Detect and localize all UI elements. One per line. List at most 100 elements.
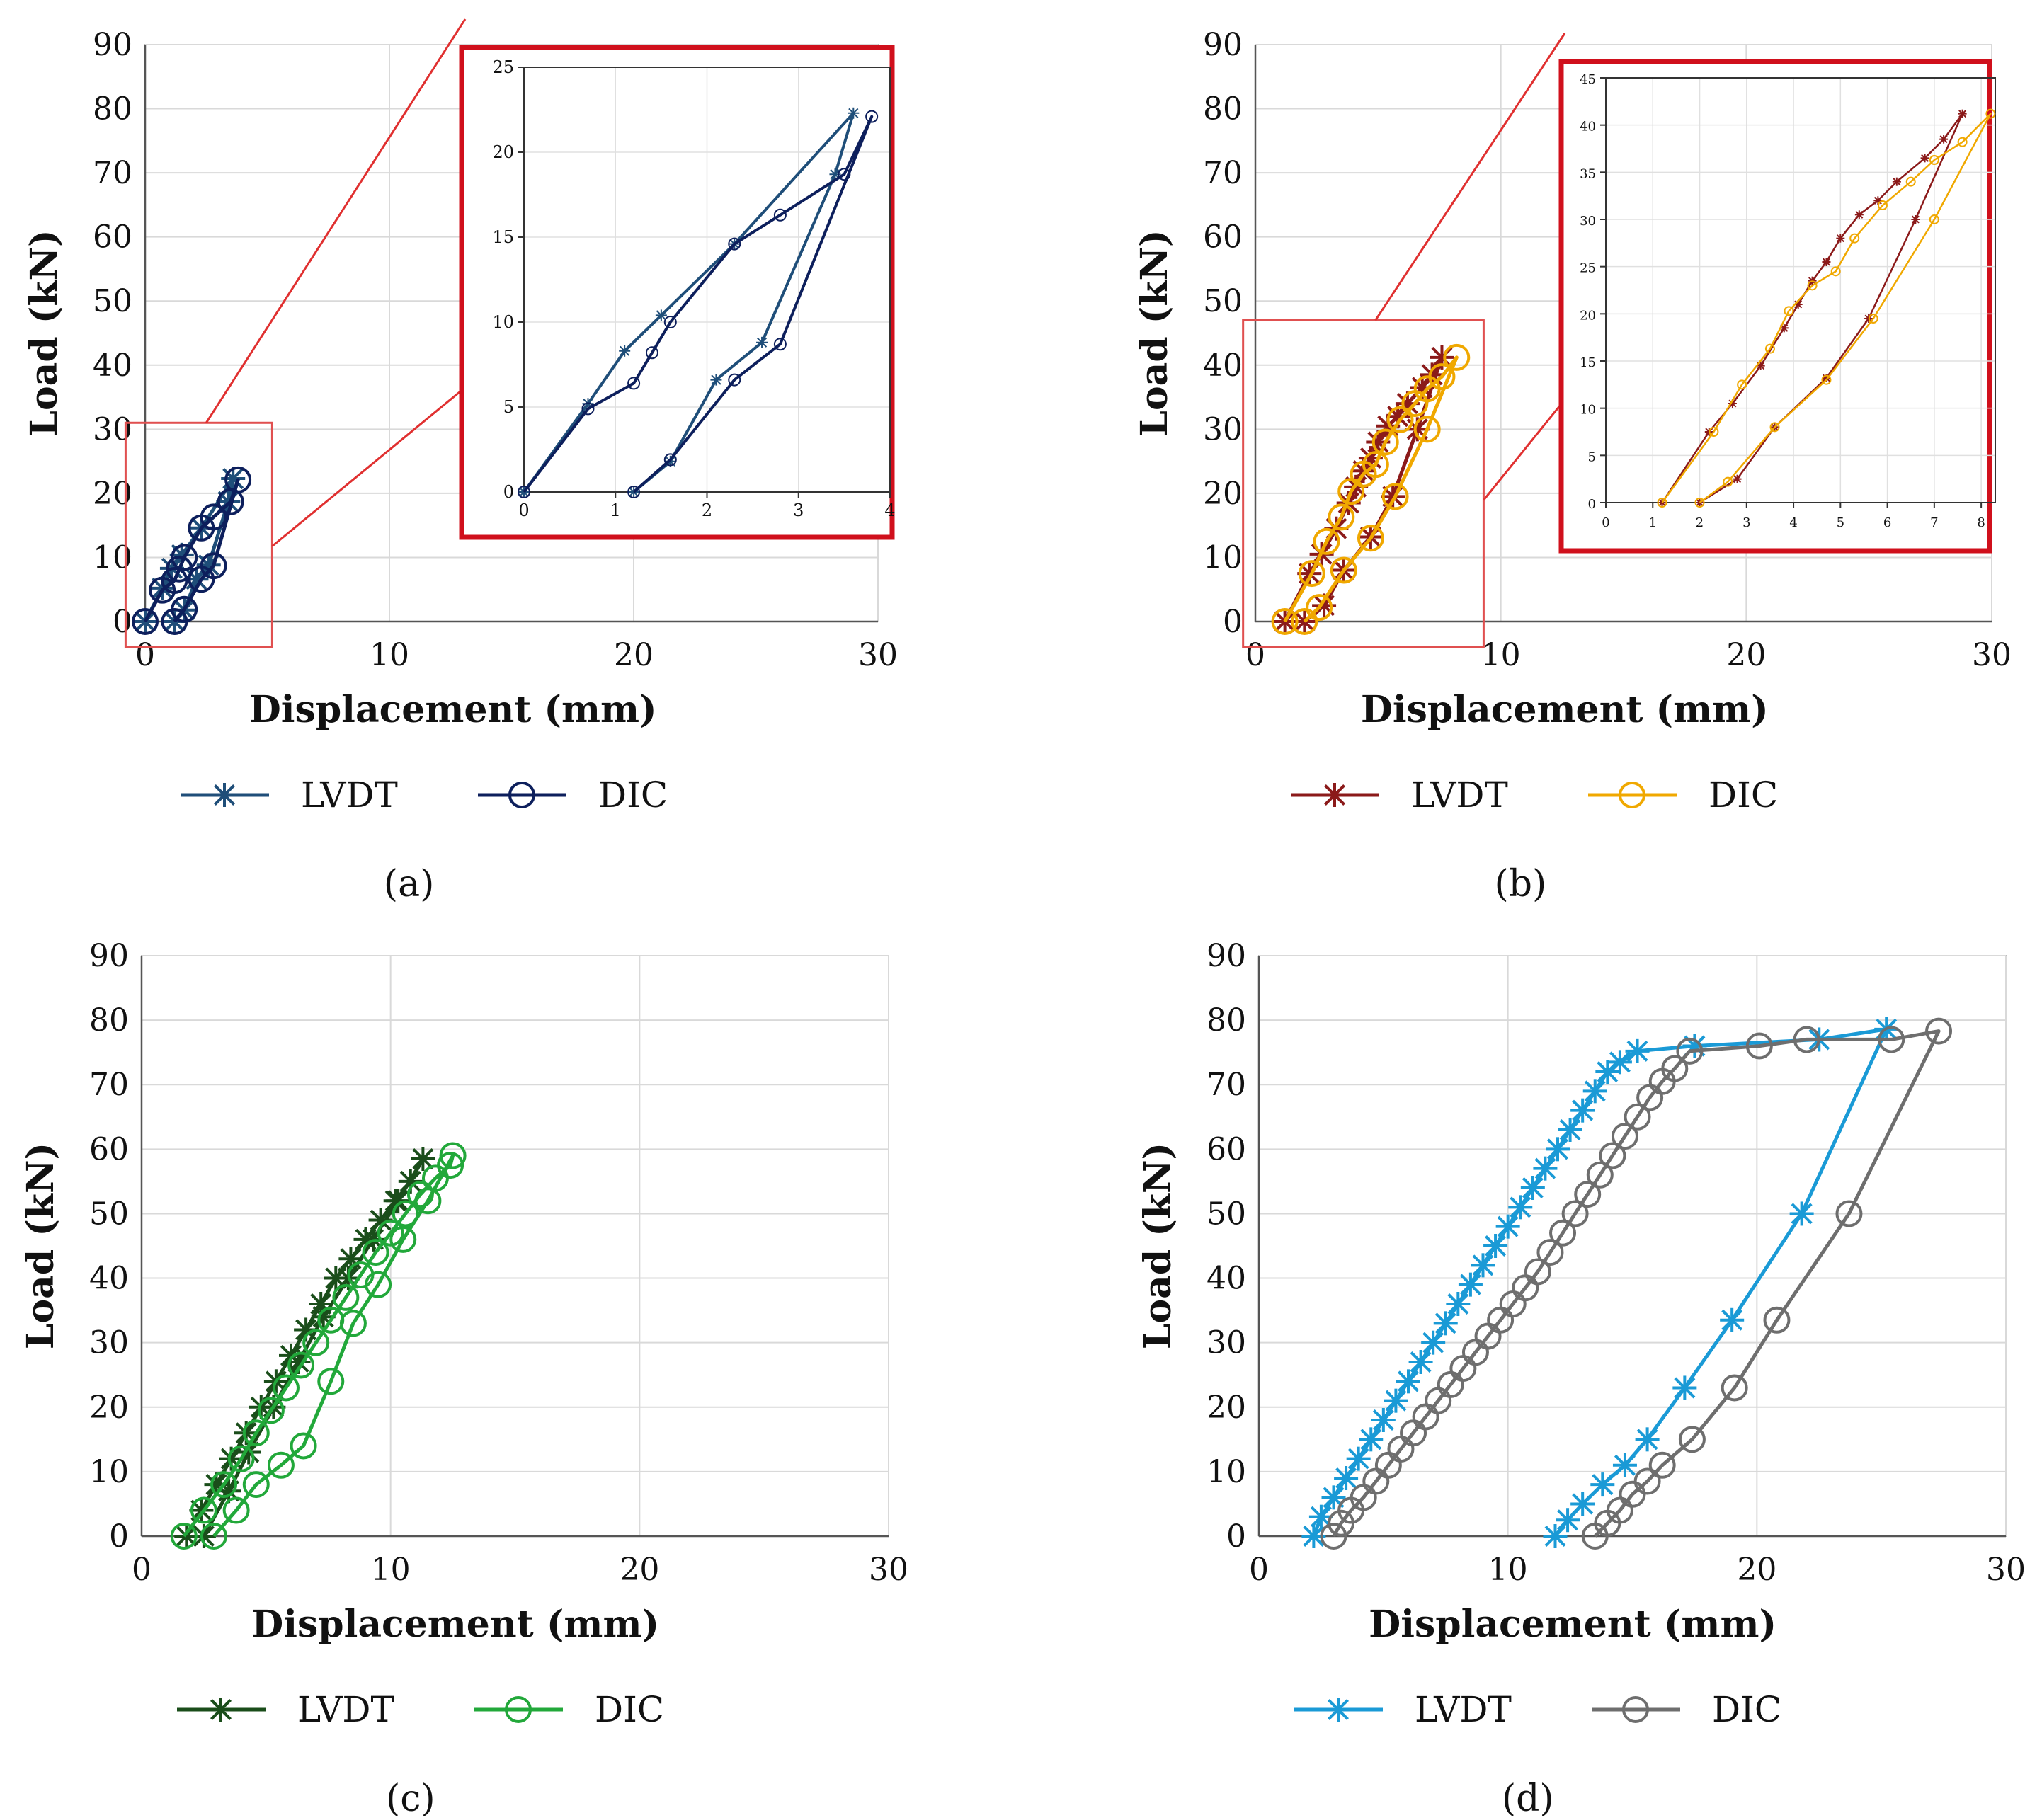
data-point-lvdt: [1582, 1079, 1607, 1104]
data-point-dic: [437, 1152, 464, 1179]
y-tick-label: 0: [109, 1518, 129, 1555]
x-axis-title: Displacement (mm): [249, 688, 657, 731]
y-tick-label: 30: [1207, 1325, 1246, 1361]
data-point-lvdt: [1635, 1427, 1660, 1452]
legend-marker: [505, 1696, 532, 1723]
data-point-dic: [773, 208, 787, 222]
data-point-dic: [161, 567, 188, 595]
inset-plot-area: [523, 67, 891, 493]
inset-y-tick-label: 0: [503, 482, 514, 502]
legend-label: DIC: [1712, 1689, 1781, 1730]
data-point-dic: [166, 555, 193, 583]
chart-d: 0 10 20 30 40 50 60 70 80 90 0 10 20 30 Displacement (…: [1136, 938, 2026, 1820]
data-point-dic: [1328, 503, 1355, 531]
inset-y-tick-label: 40: [1580, 120, 1596, 135]
data-point-dic: [581, 402, 595, 416]
y-axis-title: Load (kN): [1133, 229, 1176, 436]
data-point-lvdt: [1408, 1350, 1433, 1374]
y-tick-label: 80: [1203, 91, 1243, 127]
inset-x-tick-label: 6: [1883, 515, 1891, 530]
data-point-dic: [518, 486, 530, 498]
data-point-dic: [627, 377, 641, 390]
legend-label: DIC: [598, 774, 668, 815]
data-point-dic: [332, 1283, 360, 1311]
inset-y-tick-label: 30: [1580, 214, 1596, 229]
inset-y-tick-label: 5: [503, 397, 514, 417]
data-point-dic: [290, 1432, 317, 1460]
legend-marker: [1323, 783, 1347, 807]
data-point-dic: [210, 1471, 238, 1499]
x-tick-label: 0: [1249, 1552, 1269, 1588]
data-point-lvdt: [1359, 1427, 1384, 1452]
data-point-dic: [1536, 1239, 1564, 1266]
legend-label: LVDT: [297, 1689, 394, 1730]
inset-y-tick-label: 25: [1580, 261, 1596, 276]
data-point-lvdt: [1558, 1118, 1582, 1142]
data-point-lvdt: [1958, 109, 1967, 118]
data-point-dic: [1581, 1523, 1609, 1550]
data-point-dic: [222, 1496, 250, 1524]
data-point-lvdt: [1371, 1408, 1396, 1432]
legend-marker: [1326, 1698, 1350, 1722]
y-tick-label: 90: [93, 27, 132, 63]
data-point-dic: [1624, 1103, 1651, 1131]
data-point-dic: [728, 373, 741, 387]
inset-y-tick-label: 15: [492, 227, 514, 247]
y-tick-label: 10: [89, 1454, 129, 1490]
data-point-dic: [1821, 374, 1832, 385]
data-point-lvdt: [1508, 1195, 1533, 1220]
inset-x-tick-label: 3: [793, 500, 804, 520]
legend-item-dic: DIC: [1588, 774, 1778, 815]
y-tick-label: 40: [1207, 1261, 1246, 1297]
data-point-dic: [1298, 560, 1325, 588]
y-tick-label: 70: [1207, 1067, 1246, 1103]
data-point-dic: [1721, 1374, 1748, 1402]
y-axis-title: Load (kN): [23, 229, 66, 436]
x-tick-label: 30: [869, 1552, 908, 1588]
y-tick-label: 60: [93, 219, 132, 256]
data-point-lvdt: [1873, 196, 1883, 205]
y-tick-label: 30: [89, 1325, 129, 1361]
inset-y-tick-label: 20: [1580, 308, 1596, 323]
x-tick-label: 10: [370, 637, 409, 673]
data-point-dic: [257, 1397, 285, 1424]
legend-label: LVDT: [1411, 774, 1508, 815]
data-point-dic: [1306, 594, 1333, 622]
data-point-lvdt: [1854, 210, 1864, 219]
y-tick-label: 0: [1226, 1518, 1246, 1555]
data-point-dic: [1694, 498, 1705, 508]
data-point-dic: [406, 1181, 434, 1208]
data-point-dic: [171, 544, 198, 571]
data-point-lvdt: [1590, 1472, 1615, 1497]
data-point-dic: [1561, 1200, 1589, 1227]
data-point-dic: [267, 1451, 295, 1479]
data-point-lvdt: [1483, 1234, 1508, 1258]
legend-item-lvdt: LVDT: [1291, 774, 1508, 815]
data-point-lvdt: [411, 1147, 435, 1171]
data-point-dic: [1413, 416, 1441, 443]
data-point-lvdt: [1421, 1330, 1446, 1355]
inset-x-tick-label: 3: [1742, 515, 1750, 530]
data-point-dic: [224, 466, 252, 493]
x-tick-label: 30: [1986, 1552, 2026, 1588]
legend-item-dic: DIC: [474, 1689, 664, 1730]
data-point-lvdt: [1430, 345, 1454, 370]
panel-label: (b): [1494, 863, 1546, 905]
data-point-dic: [1877, 200, 1888, 210]
data-point-lvdt: [710, 374, 722, 386]
data-point-dic: [728, 237, 741, 251]
inset-x-tick-label: 0: [1602, 515, 1609, 530]
data-point-dic: [1849, 233, 1860, 244]
data-point-lvdt: [1733, 474, 1742, 483]
data-point-dic: [1362, 451, 1389, 479]
zoom-connector-line: [271, 389, 462, 547]
data-point-dic: [272, 1374, 300, 1402]
x-tick-label: 0: [132, 1552, 152, 1588]
data-point-lvdt: [1822, 258, 1831, 266]
data-point-dic: [1723, 476, 1733, 487]
y-tick-label: 90: [89, 938, 129, 974]
inset-x-tick-label: 2: [1696, 515, 1704, 530]
x-tick-label: 20: [1726, 637, 1766, 673]
x-axis-title: Displacement (mm): [1369, 1603, 1776, 1646]
